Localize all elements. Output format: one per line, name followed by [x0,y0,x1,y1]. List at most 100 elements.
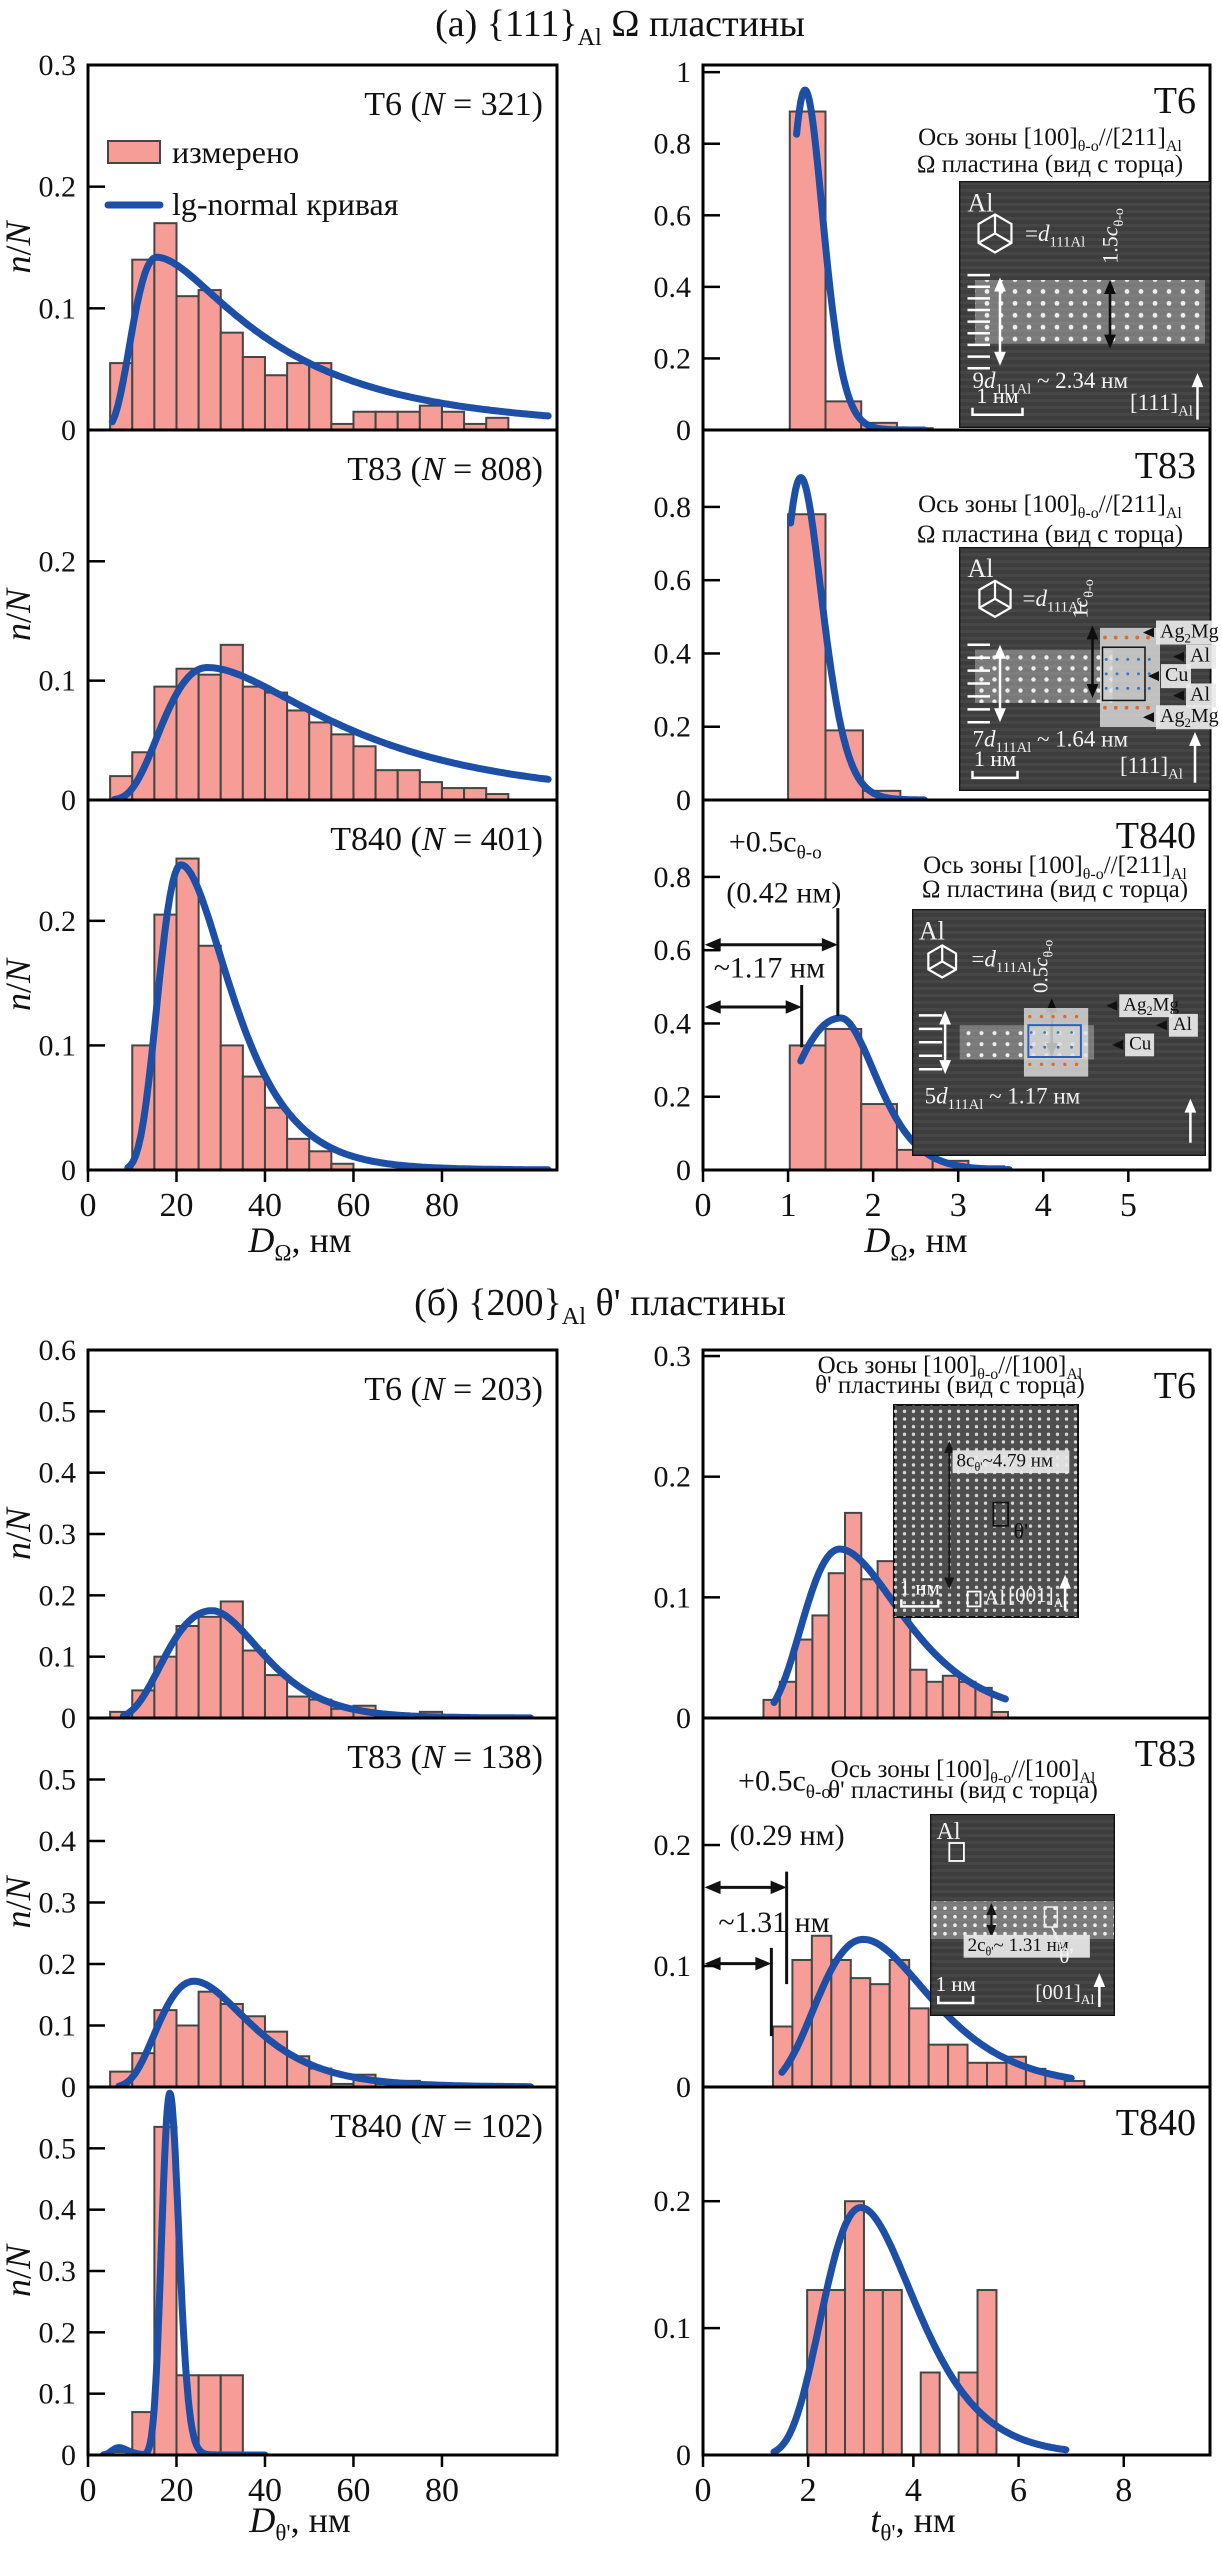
y-tick-label: 0.5 [39,2132,77,2165]
x-tick-label: 8 [1115,2472,1132,2509]
histogram-bar [286,1695,311,1717]
inset-label: Ag2Mg [1160,621,1219,646]
arrow-head-icon [704,937,721,952]
inset-annotation: [111]Al [1130,390,1193,420]
lognormal-curve [100,2444,145,2454]
histogram-bar [197,2374,222,2454]
scale-bar-label: 1 нм [976,383,1018,408]
histogram-bar [219,331,244,429]
panel-border [86,798,559,1172]
panel-bR_T840: 0 0.1 0.2 0 2 4 6 8 T840 [654,2085,1212,2509]
inset-vertical-annotation: 1.5cθ-о [1098,208,1127,264]
legend-curve-label: lg-normal кривая [172,186,399,222]
inset-vertical-annotation: 0.5cθ-о [1028,939,1055,992]
panel-title: T840 [1116,815,1196,857]
y-tick-label: 0.2 [654,1829,692,1862]
legend: измерено lg-normal кривая [104,134,399,222]
x-tick-label: 0 [80,1187,97,1224]
inset-label-box [1186,683,1216,708]
arrow-head-icon [939,1010,951,1025]
plot-content [108,222,552,429]
y-tick-label: 0.1 [654,1950,692,1983]
y-tick-label: 0.6 [654,934,692,967]
atom-dot-icon [1051,1062,1055,1067]
y-tick-label: 0.2 [39,1579,77,1612]
histogram-bar [219,2374,244,2454]
atom-dot-icon [1051,1014,1055,1019]
inset-label-box [1156,705,1213,730]
y-tick-label: 0.6 [654,564,692,597]
inset-label: Cu [1129,1034,1152,1055]
plot-content [788,1014,1013,1169]
histogram-bar [263,1674,289,1717]
histogram-bar [927,2043,950,2086]
y-tick-label: 0.3 [39,2255,77,2288]
panel-aR_T840: +0.5cθ-о (0.42 нм) ~1.17 нм 0 0.2 0.4 0.6 0.8 0 1… [654,798,1212,1224]
panel-bL_T840: 0 0.1 0.2 0.3 0.4 0.5 0 20 40 60 80 T840 (N = 102) n… [0,2085,559,2509]
arrow-head-icon [1191,373,1204,388]
y-tick-label: 0.4 [39,2194,77,2227]
scale-bar [971,407,1024,416]
histogram-bar [862,2289,884,2454]
atomic-columns-dots [894,1405,1078,1617]
atom-dot-icon [1056,1031,1060,1034]
inset-label: Ag2Mg [1160,705,1219,730]
y-tick-label: 0.4 [654,1007,692,1040]
inset-label: Cu [1165,664,1188,686]
panel-title: T6 [1154,80,1196,122]
arrow-head-icon [994,277,1006,292]
atom-dot-icon [1070,1045,1073,1049]
y-axis-label: n/N [0,1506,38,1560]
inset-marker-box [1100,627,1160,728]
y-tick-label: 0 [676,2439,691,2472]
histogram-bar [860,1578,879,1717]
y-axis-label: n/N [0,1875,38,1929]
histogram-bars [762,1511,1010,1717]
panel-aL_T6: 0 0.1 0.2 0.3 T6 (N = 321) n/N измерено lg-norm… [0,49,559,447]
lognormal-curve [793,86,928,429]
zone-axis-caption-line1: Ось зоны [100]θ-о//[100]Al [831,1756,1096,1787]
xaxis-caption-bR: tθ', нм [870,2500,955,2546]
y-tick-label: 0.2 [39,2316,77,2349]
panel-title: T83 [1135,1733,1196,1775]
y-axis-label: n/N [0,587,38,641]
panel-aL_T83: 0 0.1 0.2 T83 (N = 808) n/N [0,428,559,817]
inset-annotation: Al [936,1819,960,1845]
histogram-bar [286,709,311,799]
inset-label: Al [1173,1014,1192,1035]
inset-annotation: [111]Al [1120,753,1183,783]
inset-marker-box [948,1842,965,1862]
atom-dot-icon [1115,672,1119,676]
arrow-head-icon [994,351,1006,366]
lognormal-curve [797,1014,1013,1169]
x-tick-label: 20 [159,2472,193,2509]
plot-content [787,474,928,799]
inset-marker-box [992,1501,1009,1527]
atom-dot-icon [1113,705,1118,710]
plot-content [771,1934,1086,2086]
inset-annotation: θ' [1014,1519,1029,1544]
histogram-bar [286,362,311,429]
y-tick-label: 0.1 [39,665,77,698]
x-tick-label: 0 [80,2472,97,2509]
y-tick-label: 0.6 [654,199,692,232]
histogram-bar [892,1614,912,1717]
x-tick-label: 2 [865,1187,882,1224]
histogram-bar [440,787,466,799]
inset-label: 2cθ'~ 1.31 нм [968,1935,1069,1959]
y-tick-label: 0.1 [39,1029,77,1062]
y-tick-label: 0.2 [39,171,77,204]
panel-border [701,2085,1212,2457]
x-tick-label: 80 [425,2472,459,2509]
arrow-head-icon [1104,334,1116,349]
panel-title: T840 (N = 102) [330,2108,543,2145]
histogram-bar [241,1075,266,1169]
atom-dot-icon [1115,657,1119,661]
histogram-bars [131,857,355,1169]
arrow-head-icon [755,1956,772,1971]
histogram-bar [396,769,421,799]
lognormal-curve [770,2204,1070,2454]
histogram-bar [263,374,289,429]
panel-title: T83 (N = 808) [347,451,543,488]
histogram-bar [825,2289,847,2454]
